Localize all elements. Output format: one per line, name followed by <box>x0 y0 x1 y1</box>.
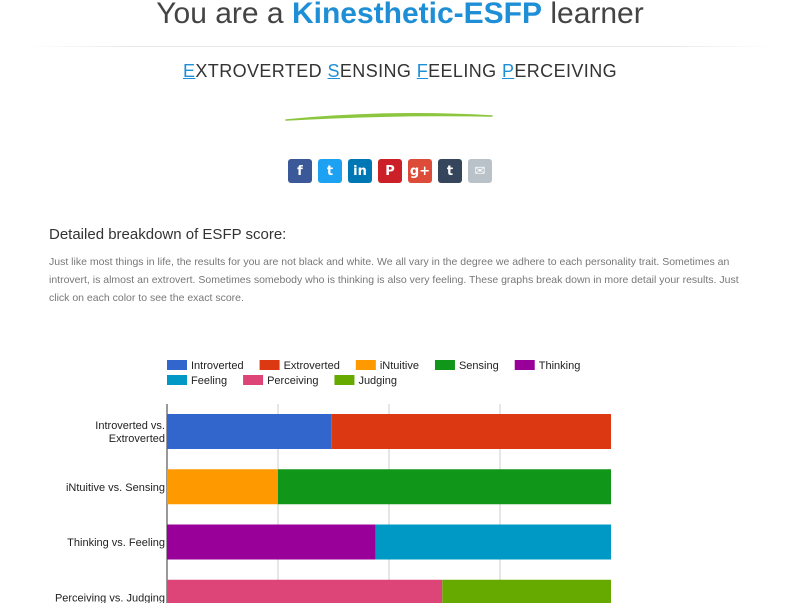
category-label-intuitive-vs-sensing: iNtuitive vs. Sensing <box>66 482 165 494</box>
email-icon: ✉ <box>474 163 486 179</box>
legend-label-sensing[interactable]: Sensing <box>459 360 499 372</box>
category-label-perceiving-vs-judging: Perceiving vs. Judging <box>55 592 165 603</box>
legend-swatch-judging[interactable] <box>334 375 355 385</box>
subtitle-initial-f: F <box>416 61 429 81</box>
legend-label-intuitive[interactable]: iNtuitive <box>380 360 419 372</box>
twitter-icon: t <box>326 163 334 179</box>
legend-swatch-extroverted[interactable] <box>259 360 280 370</box>
legend-swatch-thinking[interactable] <box>514 360 535 370</box>
legend-label-thinking[interactable]: Thinking <box>539 360 581 372</box>
legend-swatch-sensing[interactable] <box>434 360 455 370</box>
personality-breakdown-chart: Introverted Extroverted iNtuitive Sensing Th… <box>55 360 611 603</box>
subtitle-word-feeling: EELING <box>428 61 497 81</box>
bar-introverted[interactable] <box>167 414 332 449</box>
legend-swatch-intuitive[interactable] <box>355 360 376 370</box>
linkedin-icon: in <box>353 163 367 179</box>
legend-swatch-introverted[interactable] <box>167 360 187 370</box>
title-divider <box>28 46 772 47</box>
subtitle-word-sensing: ENSING <box>339 61 412 81</box>
bar-judging[interactable] <box>442 579 611 603</box>
bar-intuitive[interactable] <box>167 469 278 505</box>
pinterest-icon: P <box>385 163 395 179</box>
green-swoosh-divider <box>285 112 493 121</box>
subtitle-initial-s: S <box>327 61 340 81</box>
google-plus-share-button[interactable]: g+ <box>408 159 432 183</box>
subtitle-initial-p: P <box>501 61 515 81</box>
bar-perceiving[interactable] <box>167 579 443 603</box>
title-personality-type: Kinesthetic-ESFP <box>291 0 543 30</box>
legend-label-judging[interactable]: Judging <box>358 375 397 387</box>
google-plus-icon: g+ <box>409 163 431 179</box>
title-suffix: learner <box>542 0 644 30</box>
legend-label-perceiving[interactable]: Perceiving <box>267 375 318 387</box>
facebook-icon: f <box>297 163 303 179</box>
breakdown-heading: Detailed breakdown of ESFP score: <box>49 226 287 243</box>
category-label-introverted-vs-extroverted-line2: Extroverted <box>109 433 165 445</box>
chart-legend: Introverted Extroverted iNtuitive Sensing Th… <box>167 360 580 387</box>
legend-swatch-feeling[interactable] <box>167 375 187 385</box>
subtitle-word-extroverted: XTROVERTED <box>195 61 323 81</box>
twitter-share-button[interactable]: t <box>318 159 342 183</box>
tumblr-share-button[interactable]: t <box>438 159 462 183</box>
pinterest-share-button[interactable]: P <box>378 159 402 183</box>
page-title: You are a Kinesthetic-ESFP learner <box>0 0 800 31</box>
personality-subtitle: EXTROVERTED SENSING FEELING PERCEIVING <box>0 61 800 82</box>
legend-label-feeling[interactable]: Feeling <box>191 375 227 387</box>
share-buttons: f t in P g+ t ✉ <box>288 159 492 183</box>
linkedin-share-button[interactable]: in <box>348 159 372 183</box>
subtitle-initial-e: E <box>182 61 196 81</box>
category-label-introverted-vs-extroverted-line1: Introverted vs. <box>95 420 165 432</box>
subtitle-word-perceiving: ERCEIVING <box>514 61 617 81</box>
email-share-button[interactable]: ✉ <box>468 159 492 183</box>
chart-bars <box>167 414 611 603</box>
bar-extroverted[interactable] <box>331 414 611 449</box>
facebook-share-button[interactable]: f <box>288 159 312 183</box>
category-label-thinking-vs-feeling: Thinking vs. Feeling <box>67 537 165 549</box>
bar-feeling[interactable] <box>375 524 611 560</box>
chart-category-labels: Introverted vs.Extroverted iNtuitive vs. … <box>55 420 165 603</box>
tumblr-icon: t <box>446 163 454 179</box>
bar-thinking[interactable] <box>167 524 376 560</box>
bar-sensing[interactable] <box>278 469 611 505</box>
title-prefix: You are a <box>156 0 292 30</box>
legend-label-extroverted[interactable]: Extroverted <box>284 360 340 372</box>
legend-label-introverted[interactable]: Introverted <box>191 360 244 372</box>
legend-swatch-perceiving[interactable] <box>243 375 264 385</box>
breakdown-intro-text: Just like most things in life, the resul… <box>49 256 739 304</box>
